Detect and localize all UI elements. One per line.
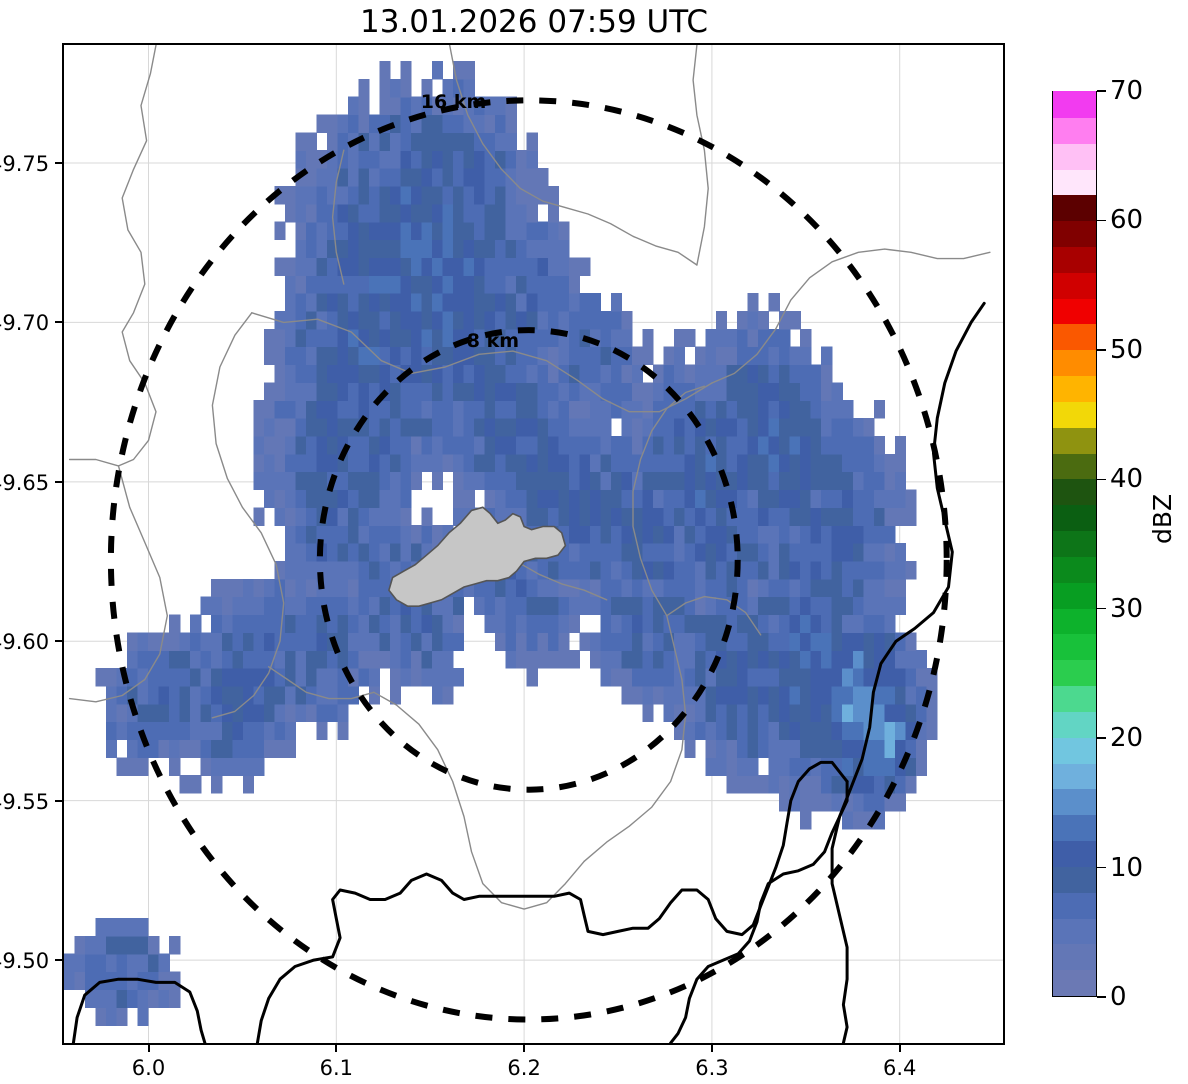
colorbar-tick-mark <box>1097 996 1106 998</box>
colorbar-segment <box>1053 348 1096 377</box>
colorbar-tick-label: 50 <box>1110 334 1144 365</box>
y-tick-label: 49.75 <box>0 151 50 176</box>
range-ring-label-8km: 8 km <box>466 330 520 353</box>
colorbar-segment <box>1053 968 1096 996</box>
colorbar-tick-label: 70 <box>1110 76 1144 106</box>
colorbar-segment <box>1053 168 1096 196</box>
y-tick-label: 49.70 <box>0 311 50 336</box>
y-tick-label: 49.50 <box>0 949 50 974</box>
colorbar-segment <box>1053 142 1096 170</box>
colorbar-segment <box>1053 245 1096 273</box>
colorbar-segment <box>1053 323 1096 351</box>
colorbar-segment <box>1053 555 1096 583</box>
y-tick-label: 49.60 <box>0 630 50 655</box>
colorbar-segment <box>1053 529 1096 557</box>
x-tick-mark <box>523 1045 526 1052</box>
colorbar-tick-label: 0 <box>1110 982 1127 1012</box>
colorbar-segment <box>1053 788 1096 816</box>
colorbar-tick-label: 20 <box>1110 723 1144 754</box>
urban-area-polygon <box>388 506 567 607</box>
y-tick-mark <box>55 799 62 802</box>
colorbar-segment <box>1053 503 1096 532</box>
colorbar-tick-mark <box>1097 866 1106 869</box>
colorbar-segment <box>1053 736 1096 764</box>
colorbar-segment <box>1053 891 1096 919</box>
colorbar-tick-mark <box>1097 349 1106 351</box>
colorbar-tick-label: 30 <box>1110 593 1144 624</box>
y-tick-label: 49.65 <box>0 470 50 495</box>
colorbar-segment <box>1053 658 1096 687</box>
range-ring-8km <box>316 327 741 793</box>
x-tick-label: 6.2 <box>507 1056 541 1080</box>
colorbar <box>1052 90 1097 997</box>
colorbar-segment <box>1053 478 1096 506</box>
radar-echo-layer <box>64 60 938 1026</box>
y-tick-label: 49.55 <box>0 789 50 814</box>
x-tick-label: 6.4 <box>883 1056 917 1080</box>
range-ring-16km <box>107 97 950 1023</box>
colorbar-segment <box>1053 917 1096 945</box>
colorbar-segment <box>1053 374 1096 402</box>
colorbar-segment <box>1053 633 1096 661</box>
y-tick-mark <box>55 640 62 643</box>
radar-map-canvas <box>64 45 1003 1043</box>
colorbar-segment <box>1053 90 1096 118</box>
colorbar-segment <box>1053 865 1096 893</box>
x-tick-label: 6.1 <box>319 1056 353 1080</box>
colorbar-tick-mark <box>1097 219 1106 222</box>
colorbar-segment <box>1053 762 1096 790</box>
colorbar-segment <box>1053 400 1096 428</box>
colorbar-title: dBZ <box>1148 493 1177 544</box>
colorbar-segment <box>1053 684 1096 712</box>
colorbar-segment <box>1053 839 1096 867</box>
colorbar-segment <box>1053 607 1096 635</box>
colorbar-segment <box>1053 116 1096 144</box>
x-tick-mark <box>710 1045 713 1052</box>
range-ring-label-16km: 16 km <box>420 91 487 114</box>
y-tick-mark <box>55 161 62 164</box>
y-tick-mark <box>55 959 62 962</box>
colorbar-segment <box>1053 426 1096 454</box>
colorbar-tick-label: 10 <box>1110 852 1144 883</box>
x-tick-mark <box>898 1045 901 1052</box>
colorbar-tick-mark <box>1097 607 1106 610</box>
colorbar-tick-mark <box>1097 90 1106 92</box>
colorbar-tick-label: 40 <box>1110 464 1144 495</box>
colorbar-segment <box>1053 219 1096 247</box>
colorbar-segment <box>1053 710 1096 738</box>
colorbar-tick-mark <box>1097 737 1106 739</box>
radar-plot-clip <box>64 45 1003 1043</box>
y-tick-mark <box>55 480 62 483</box>
colorbar-segment <box>1053 452 1096 480</box>
x-tick-label: 6.3 <box>695 1056 729 1080</box>
x-tick-mark <box>147 1045 150 1052</box>
x-tick-label: 6.0 <box>131 1056 166 1080</box>
page-title: 13.01.2026 07:59 UTC <box>360 4 708 40</box>
radar-plot-area: 16 km 8 km <box>62 43 1005 1045</box>
colorbar-tick-label: 60 <box>1110 205 1144 236</box>
x-tick-mark <box>335 1045 338 1052</box>
colorbar-segment <box>1053 943 1096 971</box>
y-tick-mark <box>55 321 62 324</box>
colorbar-segment <box>1053 271 1096 299</box>
colorbar-segment <box>1053 193 1096 222</box>
colorbar-segment <box>1053 581 1096 609</box>
colorbar-segment <box>1053 813 1096 842</box>
colorbar-segment <box>1053 297 1096 325</box>
colorbar-tick-mark <box>1097 478 1106 481</box>
